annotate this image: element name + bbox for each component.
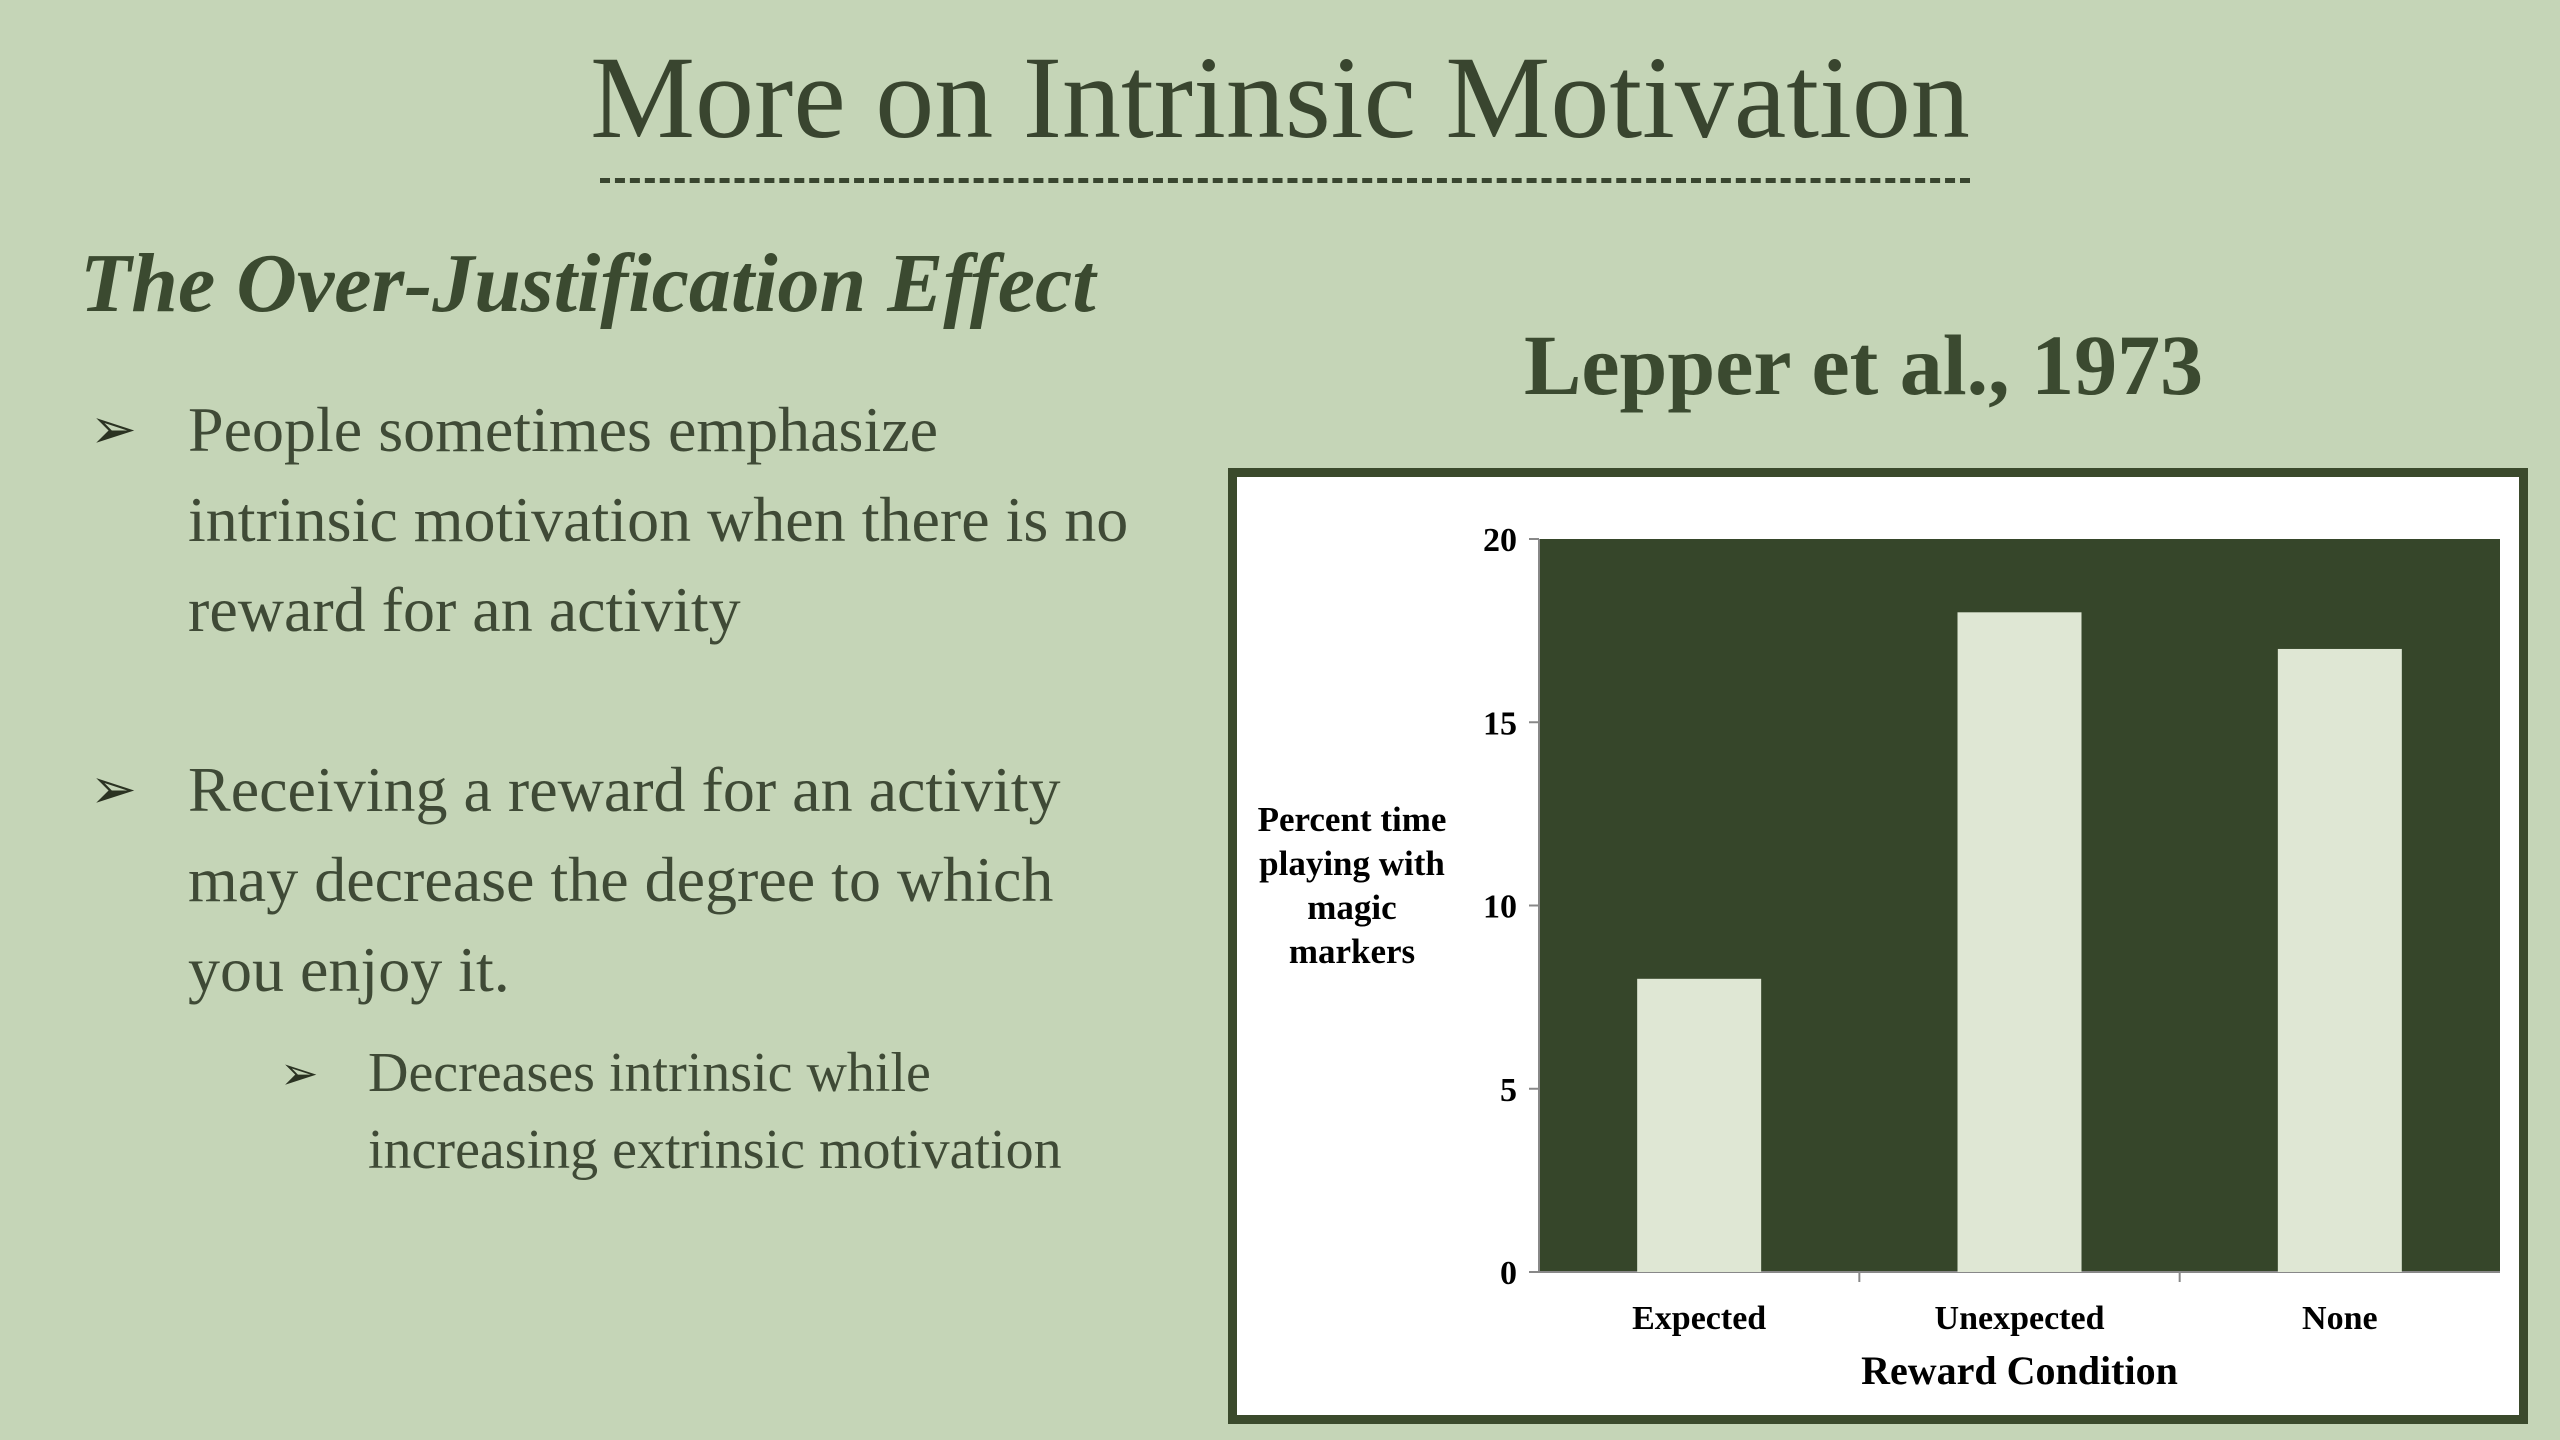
y-tick-label: 0 [1500, 1255, 1517, 1292]
title-divider [600, 178, 1970, 183]
y-tick-label: 15 [1483, 705, 1517, 742]
arrowhead-bullet-icon: ➢ [90, 759, 137, 821]
bullet-text: Receiving a reward for an activity may d… [188, 754, 1061, 1005]
bullet-item: ➢ Receiving a reward for an activity may… [90, 745, 1150, 1015]
bullet-text: People sometimes emphasize intrinsic mot… [188, 394, 1129, 645]
x-tick-label: Unexpected [1935, 1300, 2105, 1337]
slide-title: More on Intrinsic Motivation [590, 32, 1970, 163]
y-tick-label: 10 [1483, 889, 1517, 926]
section-subtitle: The Over-Justification Effect [80, 237, 1096, 330]
x-tick-label: None [2302, 1300, 2378, 1337]
bar-chart: 0 5 10 15 20 Expected Unexpected None Reward Con… [1258, 522, 2500, 1393]
arrowhead-bullet-icon: ➢ [280, 1048, 319, 1099]
y-tick-label: 5 [1500, 1072, 1517, 1109]
reference-citation: Lepper et al., 1973 [1524, 317, 2204, 413]
sub-bullet-text: Decreases intrinsic while increasing ext… [368, 1042, 1062, 1181]
bar-none [2277, 648, 2402, 1272]
arrowhead-bullet-icon: ➢ [90, 399, 137, 461]
y-tick-label: 20 [1483, 522, 1517, 559]
bar-expected [1637, 978, 1762, 1272]
bullet-list: ➢ People sometimes emphasize intrinsic m… [90, 385, 1150, 1189]
x-axis-label: Reward Condition [1861, 1348, 2178, 1393]
sub-bullet-item: ➢ Decreases intrinsic while increasing e… [280, 1035, 1150, 1189]
chart-frame: 0 5 10 15 20 Expected Unexpected None Reward Con… [1228, 468, 2528, 1424]
y-axis-label: Percent time playing with magic markers [1258, 800, 1447, 971]
x-tick-label: Expected [1632, 1300, 1766, 1337]
bullet-item: ➢ People sometimes emphasize intrinsic m… [90, 385, 1150, 655]
bar-unexpected [1957, 612, 2082, 1272]
